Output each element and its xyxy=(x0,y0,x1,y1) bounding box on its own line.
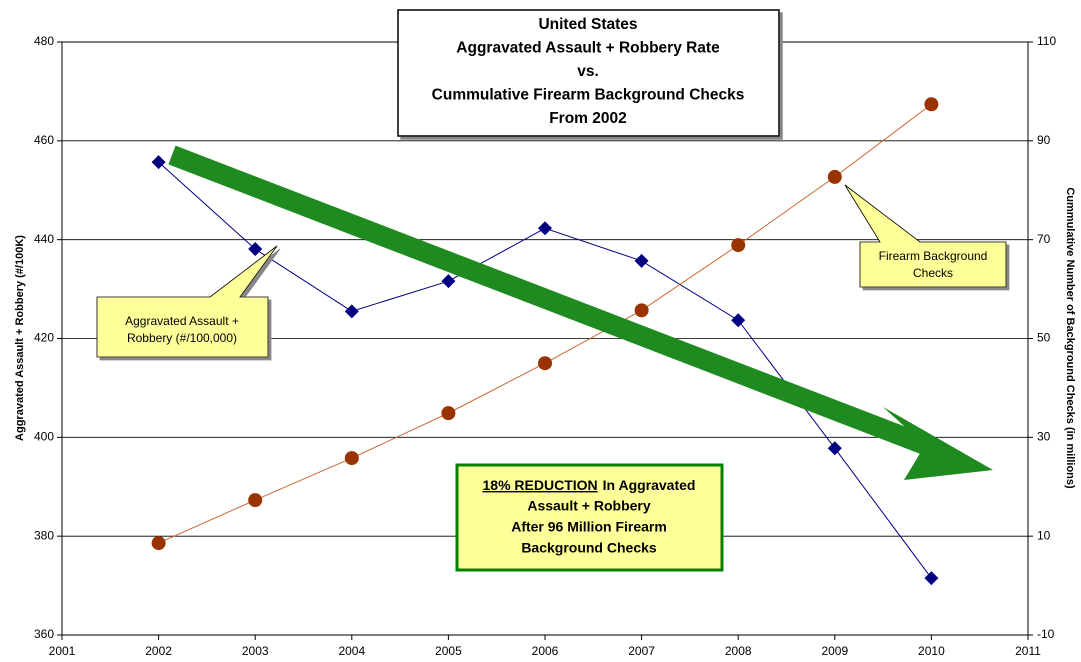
title-line: Aggravated Assault + Robbery Rate xyxy=(456,40,720,57)
title: United States Aggravated Assault + Robber… xyxy=(432,16,745,127)
callout-checks xyxy=(844,184,1007,288)
y2-tick-label: 50 xyxy=(1037,331,1051,345)
y-tick-label: 480 xyxy=(34,34,54,48)
x-tick-label: 2005 xyxy=(435,644,462,658)
x-tick-label: 2009 xyxy=(821,644,848,658)
x-tick-label: 2001 xyxy=(49,644,76,658)
title-line: Cummulative Firearm Background Checks xyxy=(432,87,745,104)
reduction-emphasis: 18% REDUCTION xyxy=(483,477,598,493)
point xyxy=(924,571,939,586)
point xyxy=(731,313,746,328)
point xyxy=(827,441,842,456)
x-tick-label: 2006 xyxy=(532,644,559,658)
x-tick-label: 2002 xyxy=(145,644,172,658)
point xyxy=(441,406,456,421)
x-tick-label: 2008 xyxy=(725,644,752,658)
point xyxy=(827,169,842,184)
point xyxy=(634,303,649,318)
trend-arrow xyxy=(168,145,993,480)
grid: 360 380 400 420 440 460 480 -10 10 30 50 70 90 110 200… xyxy=(34,34,1056,658)
reduction-box xyxy=(455,463,724,572)
y2-tick-label: -10 xyxy=(1037,627,1055,641)
point xyxy=(731,238,746,253)
callout-line: Firearm Background xyxy=(879,249,988,263)
callout-assault xyxy=(96,245,278,358)
y2-tick-label: 30 xyxy=(1037,430,1051,444)
title-line: United States xyxy=(538,16,637,33)
reduction-texts: Assault + Robbery After 96 Million Firear… xyxy=(511,498,667,556)
point xyxy=(924,97,939,112)
y-tick-label: 420 xyxy=(34,331,54,345)
point xyxy=(248,493,263,508)
x-tick-label: 2007 xyxy=(628,644,655,658)
y-tick-label: 440 xyxy=(34,232,54,246)
callout-texts: Aggravated Assault + Robbery (#/100,000) F… xyxy=(125,249,987,345)
y-tick-label: 400 xyxy=(34,430,54,444)
y-axis-label: Aggravated Assault + Robbery (#/100K) xyxy=(14,235,26,441)
reduction-line: After 96 Million Firearm xyxy=(511,519,667,535)
title-line: From 2002 xyxy=(549,110,627,127)
y-tick-label: 360 xyxy=(34,627,54,641)
title-line: vs. xyxy=(577,63,599,80)
reduction-text: In Aggravated xyxy=(603,477,696,493)
y2-tick-label: 10 xyxy=(1037,528,1051,542)
reduction-line: 18% REDUCTION In Aggravated xyxy=(483,477,696,493)
point xyxy=(344,304,359,319)
point xyxy=(151,155,166,170)
callout-line: Robbery (#/100,000) xyxy=(127,331,237,345)
y2-tick-label: 110 xyxy=(1037,34,1056,48)
reduction-line: Assault + Robbery xyxy=(527,498,651,514)
marks xyxy=(151,97,939,586)
point xyxy=(151,536,166,551)
point xyxy=(538,221,552,236)
y2-tick-label: 90 xyxy=(1037,133,1051,147)
point xyxy=(248,242,263,257)
x-tick-label: 2010 xyxy=(918,644,945,658)
y2-tick-label: 70 xyxy=(1037,232,1051,246)
x-tick-label: 2011 xyxy=(1015,644,1041,658)
y-tick-label: 380 xyxy=(34,528,54,542)
reduction-line: Background Checks xyxy=(521,540,657,556)
callout-line: Aggravated Assault + xyxy=(125,314,239,328)
x-tick-label: 2004 xyxy=(338,644,365,658)
x-tick-label: 2003 xyxy=(242,644,269,658)
callout-line: Checks xyxy=(913,266,953,280)
y-tick-label: 460 xyxy=(34,133,54,147)
arrow-shaft xyxy=(168,145,929,455)
y2-axis-label: Cummulative Number of Background Checks … xyxy=(1064,187,1076,489)
point xyxy=(634,253,649,268)
point xyxy=(344,451,359,466)
arrow-head xyxy=(883,407,993,480)
point xyxy=(538,356,552,371)
title-box xyxy=(397,9,780,137)
point xyxy=(441,274,456,289)
